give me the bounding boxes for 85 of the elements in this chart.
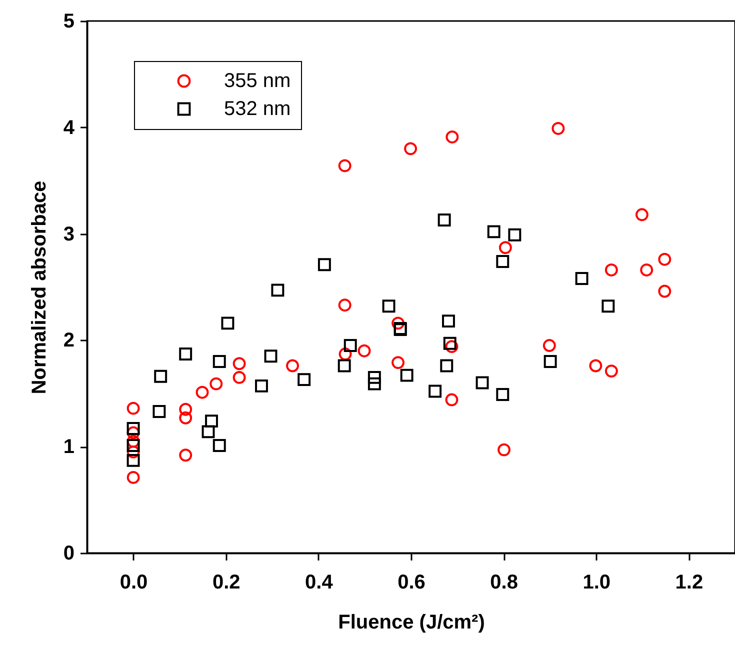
y-tick-label: 0: [63, 542, 74, 564]
point: [232, 370, 246, 384]
point: [552, 122, 565, 135]
point: [404, 142, 418, 156]
point: [446, 130, 459, 144]
point: [635, 208, 648, 222]
point: [358, 344, 371, 358]
point: [496, 254, 510, 268]
point: [640, 264, 654, 276]
point: [318, 258, 331, 272]
point: [126, 439, 140, 452]
point: [196, 386, 209, 399]
legend-label: 532 nm: [224, 98, 291, 120]
point: [264, 350, 278, 363]
x-tick-label: 0.2: [212, 572, 240, 594]
point: [221, 316, 234, 330]
point: [498, 443, 511, 456]
y-tick-label: 1: [63, 436, 74, 458]
point: [476, 376, 489, 390]
point: [210, 377, 223, 390]
point: [126, 445, 140, 458]
x-tick-label: 1.2: [675, 572, 704, 594]
point: [487, 225, 500, 238]
x-axis-title: Fluence (J/cm²): [338, 612, 485, 634]
point: [179, 448, 192, 462]
point: [368, 370, 381, 384]
point: [496, 388, 510, 401]
point: [442, 314, 455, 328]
point: [445, 393, 458, 406]
y-tick-label: 4: [63, 116, 76, 139]
point: [232, 357, 246, 370]
x-tick-label: 0.4: [305, 572, 334, 594]
point: [604, 364, 618, 378]
point: [658, 252, 672, 266]
x-tick-label: 1.0: [582, 572, 611, 594]
y-tick-label: 2: [63, 330, 74, 352]
point: [604, 264, 618, 276]
point: [428, 384, 442, 398]
point: [544, 355, 557, 368]
point: [126, 402, 140, 415]
point: [212, 355, 226, 368]
point: [445, 340, 458, 354]
point: [271, 284, 284, 297]
point: [154, 370, 168, 383]
x-tick-label: 0.6: [398, 572, 426, 594]
x-tick-label: 0.8: [490, 572, 518, 594]
point: [602, 300, 615, 313]
point: [179, 411, 192, 424]
y-axis-title: Normalized absorbace: [28, 180, 50, 394]
point: [400, 368, 414, 382]
point: [589, 359, 602, 372]
point: [338, 159, 352, 172]
point: [205, 414, 218, 428]
point: [443, 336, 456, 350]
point: [126, 422, 140, 435]
point: [126, 470, 140, 484]
y-tick-label: 3: [63, 223, 74, 246]
point: [152, 405, 166, 418]
point: [392, 356, 405, 370]
point: [382, 300, 396, 313]
point: [338, 348, 352, 360]
point: [344, 339, 357, 352]
point: [392, 316, 405, 330]
point: [126, 426, 140, 440]
point: [440, 359, 454, 372]
point: [438, 213, 451, 226]
point: [658, 284, 672, 298]
legend-label: 355 nm: [224, 70, 291, 92]
y-tick-label: 5: [63, 10, 74, 32]
point: [498, 241, 512, 254]
point: [126, 454, 140, 467]
point: [338, 359, 351, 372]
point: [508, 228, 522, 242]
point: [255, 379, 268, 392]
point: [338, 298, 352, 312]
x-tick-label: 0.0: [120, 572, 148, 594]
point: [368, 377, 381, 390]
point: [298, 373, 311, 386]
point: [179, 402, 192, 416]
point: [286, 359, 299, 372]
point: [202, 425, 215, 438]
point: [179, 348, 192, 361]
point: [542, 339, 556, 352]
point: [212, 439, 226, 452]
point: [575, 272, 588, 285]
